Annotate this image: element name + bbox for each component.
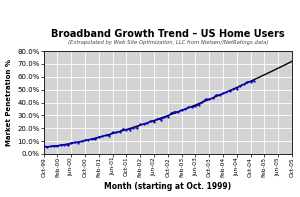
- Text: (Extrapolated by Web Site Optimization, LLC from Nielsen//NetRatings data): (Extrapolated by Web Site Optimization, …: [68, 40, 268, 46]
- Title: Broadband Growth Trend – US Home Users: Broadband Growth Trend – US Home Users: [51, 29, 285, 39]
- X-axis label: Month (starting at Oct. 1999): Month (starting at Oct. 1999): [104, 182, 231, 191]
- Y-axis label: Market Penetration %: Market Penetration %: [6, 59, 12, 146]
